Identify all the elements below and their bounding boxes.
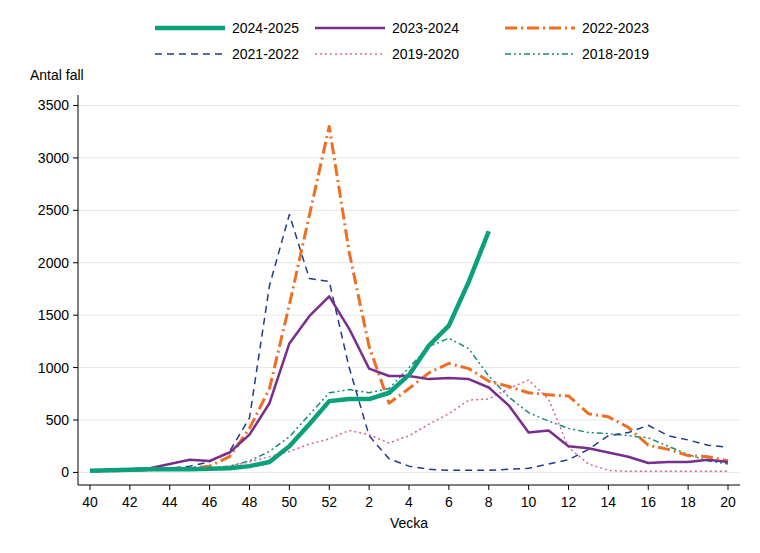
x-tick [728, 485, 729, 490]
y-tick [73, 420, 78, 421]
x-tick [329, 485, 330, 490]
y-tick-label: 1000 [38, 360, 69, 376]
y-tick [73, 210, 78, 211]
legend-label: 2021-2022 [232, 46, 299, 62]
plot-area [90, 126, 728, 471]
x-tick [209, 485, 210, 490]
grid-line [78, 105, 740, 106]
grid-line [78, 315, 740, 316]
y-axis [78, 95, 79, 485]
x-tick-label: 10 [521, 494, 537, 510]
x-tick-label: 18 [680, 494, 696, 510]
x-tick [528, 485, 529, 490]
y-tick-label: 3500 [38, 97, 69, 113]
x-tick-label: 6 [445, 494, 453, 510]
legend-swatch [155, 53, 225, 55]
legend-label: 2024-2025 [232, 20, 299, 36]
y-tick [73, 315, 78, 316]
legend-swatch [505, 53, 575, 55]
y-tick [73, 157, 78, 158]
series-line [90, 296, 728, 471]
x-tick-label: 46 [202, 494, 218, 510]
series-line [90, 126, 728, 471]
x-tick [249, 485, 250, 490]
y-tick-label: 500 [46, 412, 70, 428]
x-tick-label: 2 [365, 494, 373, 510]
legend-label: 2018-2019 [582, 46, 649, 62]
legend-swatch [155, 26, 225, 31]
x-tick-label: 40 [82, 494, 98, 510]
y-tick-label: 0 [61, 464, 69, 480]
x-tick [448, 485, 449, 490]
x-tick-label: 44 [162, 494, 178, 510]
x-tick [369, 485, 370, 490]
x-tick-label: 16 [640, 494, 656, 510]
legend-label: 2022-2023 [582, 20, 649, 36]
x-tick-label: 4 [405, 494, 413, 510]
x-tick-label: 20 [720, 494, 736, 510]
x-tick-label: 42 [122, 494, 138, 510]
series-line [90, 231, 489, 471]
grid-line [78, 262, 740, 263]
grid-line [78, 157, 740, 158]
y-tick-label: 3000 [38, 150, 69, 166]
y-tick [73, 472, 78, 473]
x-tick [129, 485, 130, 490]
legend-label: 2023-2024 [392, 20, 459, 36]
y-tick-label: 1500 [38, 307, 69, 323]
x-tick [409, 485, 410, 490]
x-tick [488, 485, 489, 490]
y-tick-label: 2500 [38, 202, 69, 218]
x-tick-label: 14 [601, 494, 617, 510]
x-tick [169, 485, 170, 490]
y-tick-label: 2000 [38, 255, 69, 271]
grid-line [78, 420, 740, 421]
x-tick-label: 50 [282, 494, 298, 510]
x-tick [90, 485, 91, 490]
x-axis-label: Vecka [390, 515, 428, 531]
series-line [90, 215, 728, 472]
series-line [90, 338, 728, 471]
grid-line [78, 210, 740, 211]
x-tick-label: 8 [485, 494, 493, 510]
chart: 0500100015002000250030003500404244464850… [0, 0, 760, 553]
y-tick [73, 367, 78, 368]
x-tick [608, 485, 609, 490]
x-tick-label: 48 [242, 494, 258, 510]
x-tick [648, 485, 649, 490]
legend-swatch [315, 53, 385, 55]
y-tick [73, 105, 78, 106]
x-tick [568, 485, 569, 490]
legend-label: 2019-2020 [392, 46, 459, 62]
y-tick [73, 262, 78, 263]
x-tick [289, 485, 290, 490]
y-axis-label: Antal fall [30, 67, 84, 83]
x-tick [688, 485, 689, 490]
x-tick-label: 52 [321, 494, 337, 510]
legend-swatch [315, 27, 385, 30]
legend-swatch [505, 27, 575, 30]
x-tick-label: 12 [561, 494, 577, 510]
